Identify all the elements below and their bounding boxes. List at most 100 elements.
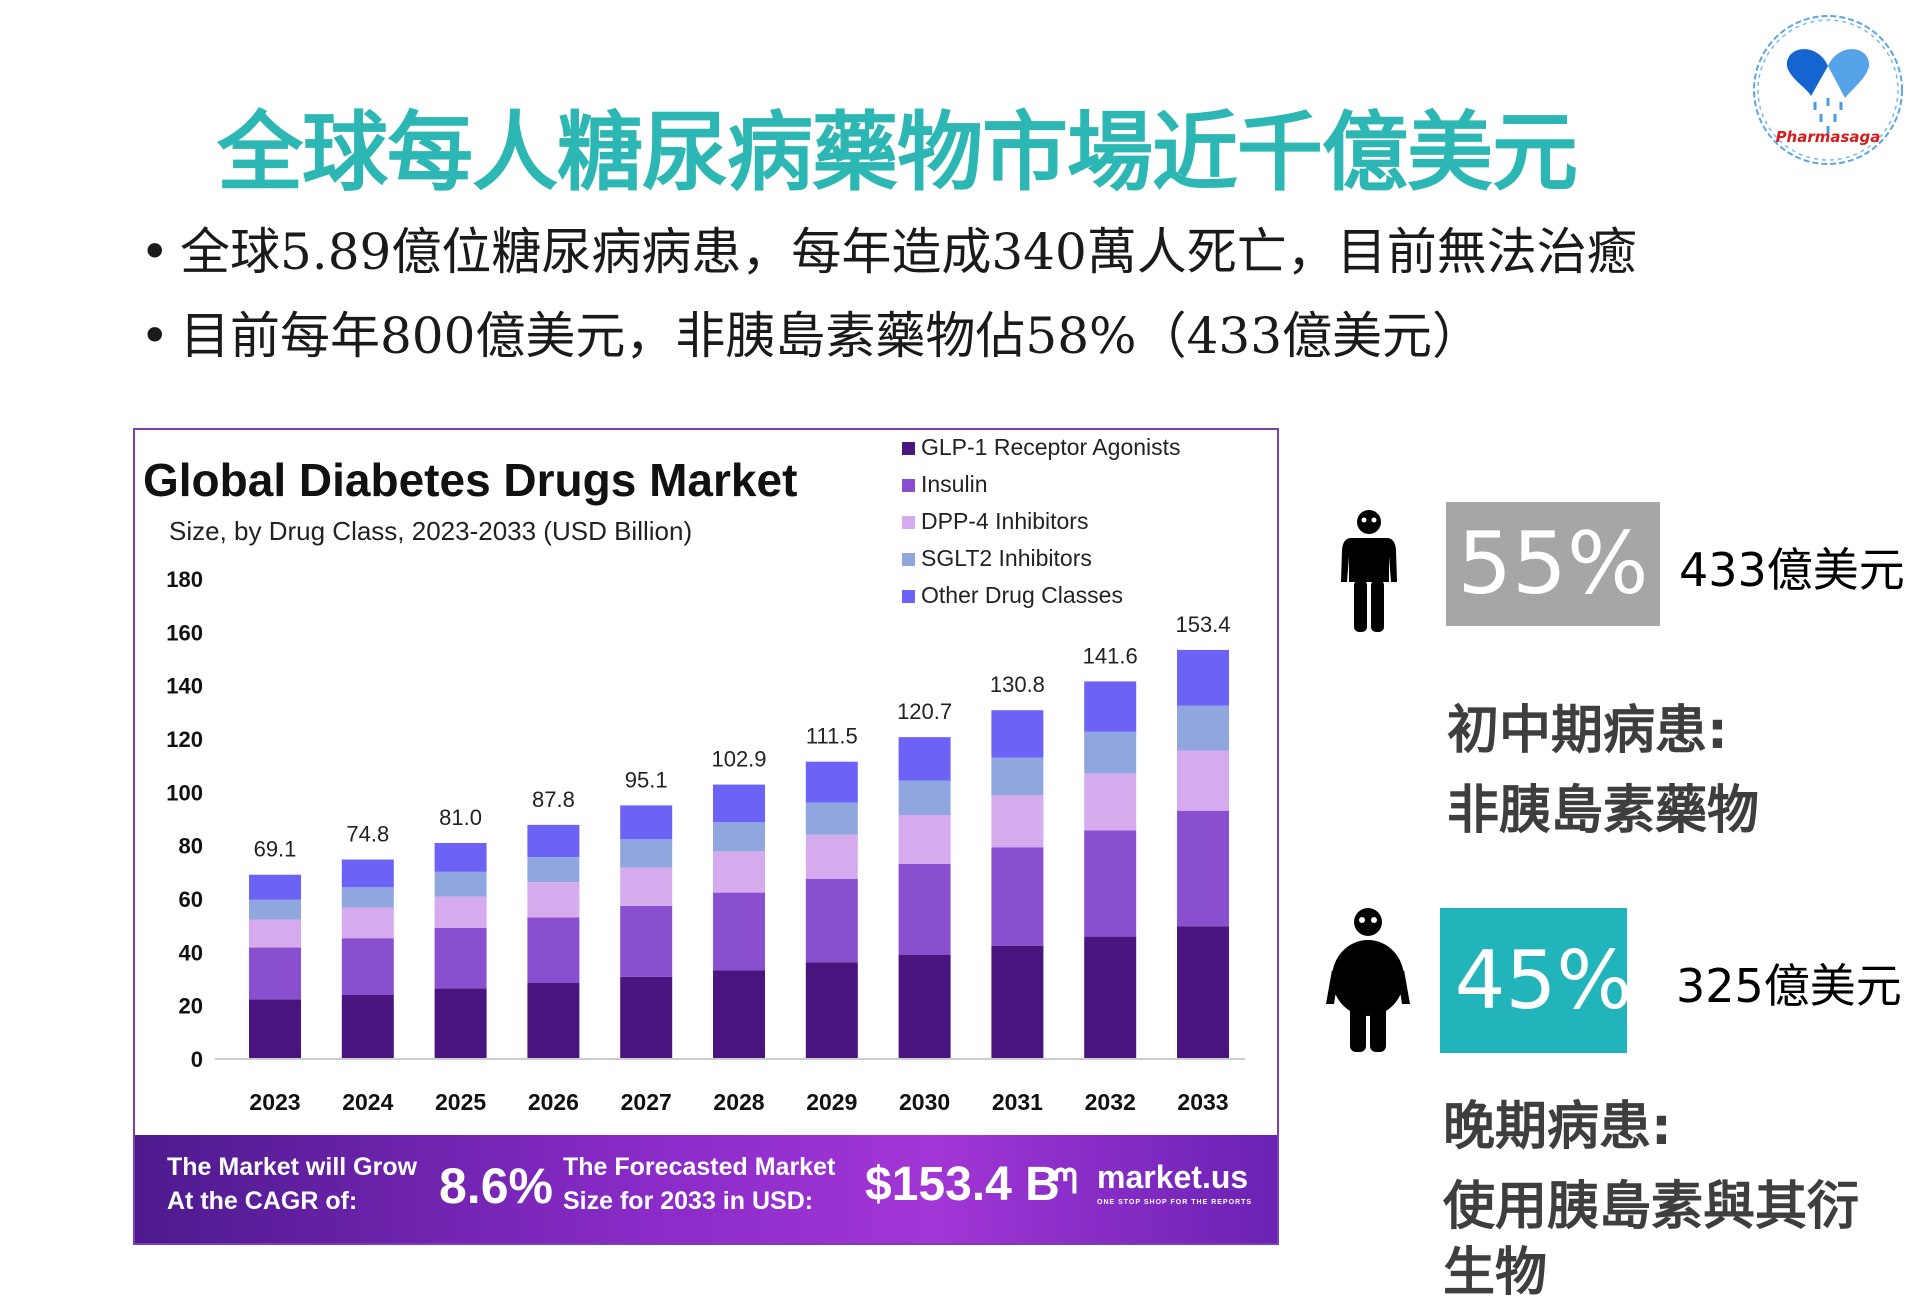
cagr-value: 8.6% (439, 1158, 553, 1214)
label-early-2: 非胰島素藥物 (1447, 781, 1760, 841)
y-tick-label: 80 (179, 834, 203, 859)
brand-icon: ᘉ (1053, 1163, 1078, 1201)
bullet-1: • 全球5.89億位糖尿病病患，每年造成340萬人死亡，目前無法治癒 (140, 212, 1637, 284)
bar-segment (1177, 649, 1229, 706)
bar-segment (1084, 681, 1137, 732)
bar-total-label: 153.4 (1175, 612, 1230, 637)
slim-person-icon (1341, 510, 1397, 636)
bar-total-label: 102.9 (711, 747, 766, 772)
overweight-person-icon (1326, 908, 1410, 1056)
bar-segment (341, 859, 394, 888)
bullet-text: 目前每年800億美元，非胰島素藥物佔58%（433億美元） (180, 307, 1483, 365)
bar-segment (434, 871, 487, 897)
bar-segment (527, 882, 580, 918)
bar-segment (249, 899, 301, 920)
bar-segment (620, 905, 673, 977)
bar-segment (341, 938, 394, 995)
bar-segment (805, 962, 858, 1059)
bar-total-label: 74.8 (346, 822, 389, 847)
x-tick-label: 2027 (621, 1089, 672, 1115)
bar-total-label: 111.5 (806, 724, 858, 749)
bar-segment (1084, 731, 1137, 774)
bullet-symbol: • (140, 307, 170, 365)
bar-segment (620, 839, 673, 868)
legend-swatch (902, 516, 915, 529)
label-late-3: 生物 (1443, 1243, 1548, 1303)
bar-segment (713, 892, 765, 971)
x-tick-label: 2032 (1085, 1089, 1136, 1115)
y-tick-label: 160 (166, 620, 203, 645)
brand-tagline: ONE STOP SHOP FOR THE REPORTS (1097, 1199, 1253, 1206)
y-tick-label: 100 (166, 780, 203, 805)
bar-segment (898, 863, 951, 955)
bar-total-label: 141.6 (1083, 643, 1138, 668)
bullet-2: • 目前每年800億美元，非胰島素藥物佔58%（433億美元） (140, 296, 1482, 368)
bar-segment (713, 851, 765, 893)
bar-segment (805, 834, 858, 879)
y-tick-label: 140 (166, 674, 203, 699)
bullet-symbol: • (140, 223, 170, 281)
y-tick-label: 20 (179, 994, 203, 1019)
label-late-2: 使用胰島素與其衍 (1443, 1177, 1860, 1237)
y-tick-label: 180 (166, 567, 203, 592)
bar-segment (434, 896, 487, 928)
cagr-banner: The Market will Grow At the CAGR of: 8.6… (135, 1135, 1277, 1243)
bar-segment (805, 761, 858, 803)
percent-box-early: 55% (1446, 502, 1660, 626)
x-tick-label: 2031 (992, 1089, 1043, 1115)
chart-title: Global Diabetes Drugs Market (143, 454, 797, 506)
bar-segment (713, 822, 765, 852)
amount-early: 433億美元 (1679, 543, 1905, 597)
bar-segment (991, 710, 1044, 758)
x-tick-label: 2030 (899, 1089, 950, 1115)
bullet-text: 全球5.89億位糖尿病病患，每年造成340萬人死亡，目前無法治癒 (180, 223, 1637, 281)
bar-segment (991, 757, 1044, 796)
bar-segment (527, 983, 580, 1059)
legend-label: DPP-4 Inhibitors (921, 508, 1088, 534)
bar-segment (341, 907, 394, 939)
x-tick-label: 2023 (249, 1089, 300, 1115)
x-tick-label: 2026 (528, 1089, 579, 1115)
bar-segment (991, 795, 1044, 848)
bar-segment (898, 815, 951, 864)
legend-swatch (902, 553, 915, 566)
bar-segment (991, 945, 1044, 1059)
heart-pill-logo-icon: Pharmasaga (1753, 15, 1903, 165)
legend-label: Other Drug Classes (921, 582, 1123, 608)
bar-segment (620, 805, 673, 839)
legend-swatch (902, 479, 915, 492)
x-tick-label: 2029 (806, 1089, 857, 1115)
bar-segment (341, 887, 394, 908)
bar-segment (620, 976, 673, 1059)
diabetes-market-chart: Global Diabetes Drugs Market Size, by Dr… (133, 428, 1279, 1245)
y-tick-label: 40 (179, 940, 203, 965)
size-label-2: Size for 2033 in USD: (563, 1187, 814, 1215)
y-tick-label: 120 (166, 727, 203, 752)
bar-segment (1084, 773, 1137, 831)
bar-segment (434, 988, 487, 1059)
legend-swatch (902, 590, 915, 603)
bar-segment (620, 867, 673, 906)
amount-late: 325億美元 (1676, 959, 1902, 1013)
bar-segment (527, 857, 580, 883)
bar-segment (713, 784, 765, 823)
bar-total-label: 120.7 (897, 699, 952, 724)
bar-segment (1177, 750, 1229, 811)
bar-segment (1177, 926, 1229, 1059)
x-tick-label: 2028 (713, 1089, 764, 1115)
bar-total-label: 81.0 (439, 805, 482, 830)
bar-segment (249, 999, 301, 1059)
bar-segment (341, 995, 394, 1059)
bar-segment (1084, 830, 1137, 937)
legend-swatch (902, 442, 915, 455)
cagr-label-1: The Market will Grow (167, 1153, 418, 1181)
bar-total-label: 95.1 (625, 767, 668, 792)
logo-text: Pharmasaga (1776, 128, 1881, 146)
bar-segment (1177, 705, 1229, 751)
x-tick-label: 2033 (1177, 1089, 1228, 1115)
pharmasaga-logo: Pharmasaga (1747, 6, 1909, 174)
bar-segment (805, 879, 858, 963)
bar-segment (898, 780, 951, 815)
x-tick-label: 2024 (342, 1089, 393, 1115)
bar-segment (713, 970, 765, 1059)
